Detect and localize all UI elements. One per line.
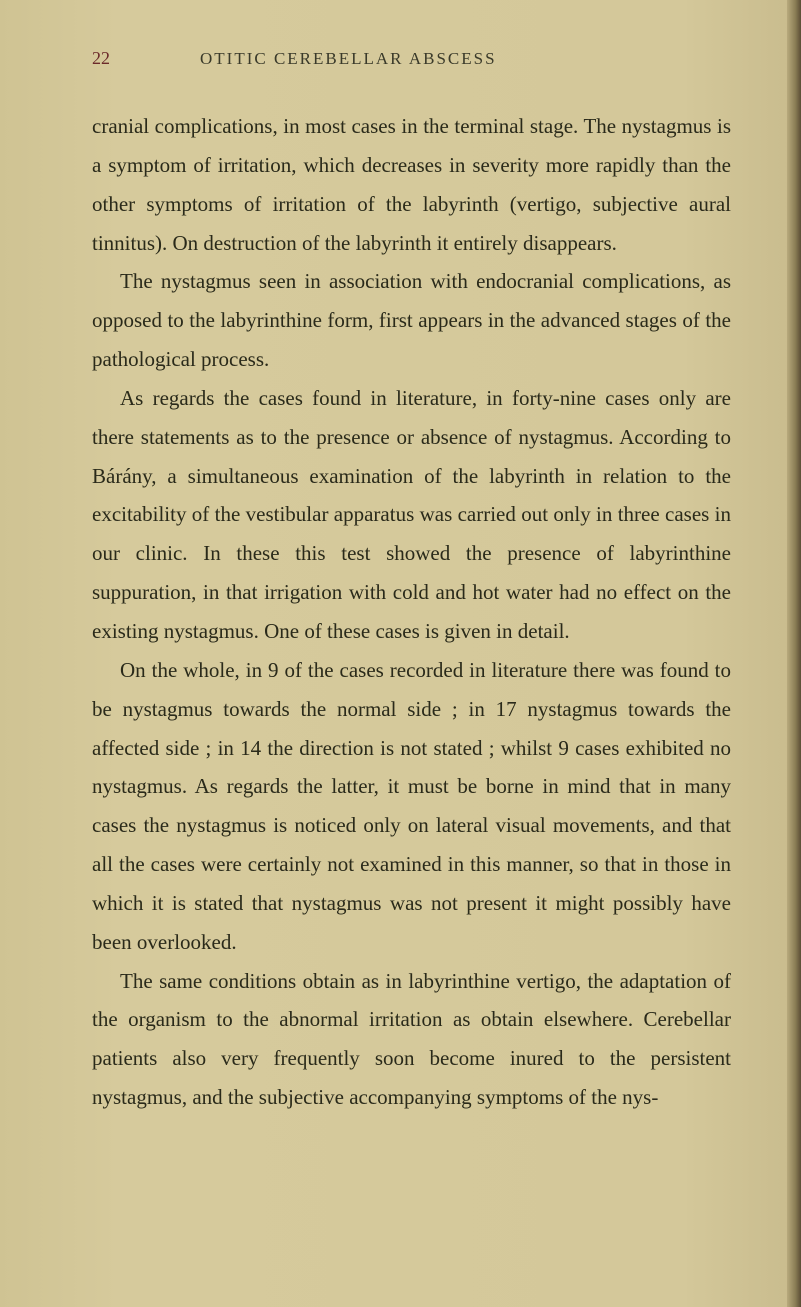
running-head: OTITIC CEREBELLAR ABSCESS <box>200 49 497 69</box>
page-edge-shadow <box>787 0 801 1307</box>
paragraph-3: As regards the cases found in literature… <box>92 379 731 651</box>
paragraph-5: The same conditions obtain as in labyrin… <box>92 962 731 1117</box>
paragraph-4: On the whole, in 9 of the cases recorded… <box>92 651 731 962</box>
body-text: cranial complications, in most cases in … <box>92 107 731 1117</box>
page-header: 22 OTITIC CEREBELLAR ABSCESS <box>92 48 731 69</box>
book-page: 22 OTITIC CEREBELLAR ABSCESS cranial com… <box>0 0 801 1307</box>
paragraph-1: cranial complications, in most cases in … <box>92 107 731 262</box>
page-number: 22 <box>92 48 110 69</box>
paragraph-2: The nystagmus seen in association with e… <box>92 262 731 379</box>
